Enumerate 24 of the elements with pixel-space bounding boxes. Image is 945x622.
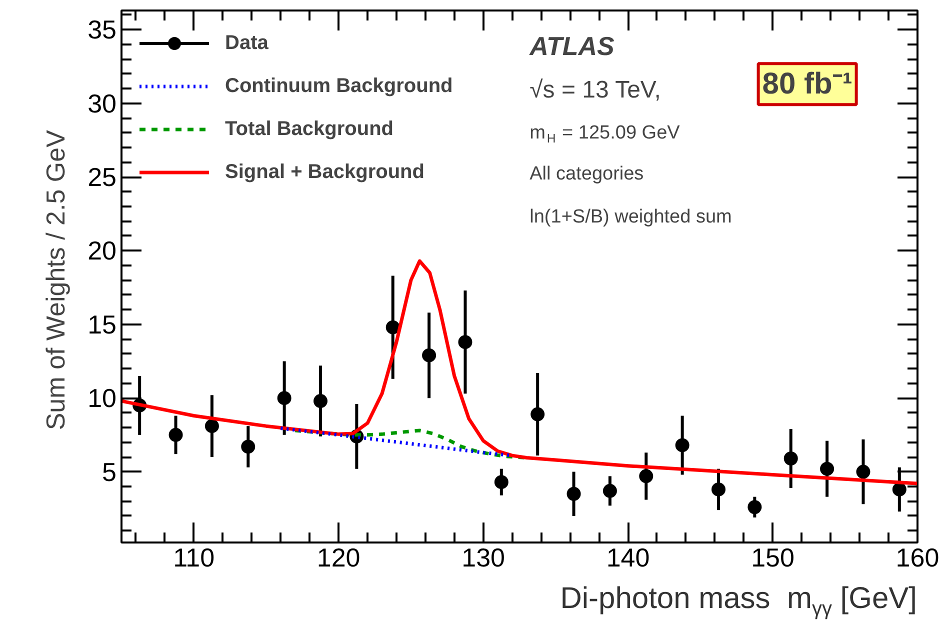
y-tick-label: 30 [88, 88, 116, 118]
x-tick-label: 150 [751, 542, 794, 572]
x-tick-label: 140 [606, 542, 650, 572]
annotation: 80 fb⁻¹ [762, 68, 852, 101]
y-tick-label: 35 [88, 14, 116, 45]
y-tick-label: 25 [88, 162, 116, 192]
legend-label: Data [225, 32, 268, 54]
legend-label: Continuum Background [225, 74, 453, 98]
y-tick-label: 5 [102, 456, 117, 487]
x-tick-label: 130 [462, 542, 506, 572]
legend-label: Total Background [225, 118, 394, 140]
x-tick-label: 120 [316, 542, 360, 572]
annotation: ATLAS [528, 30, 616, 61]
y-axis-title: Sum of Weights / 2.5 GeV [40, 129, 71, 430]
legend-label: Signal + Background [225, 160, 424, 184]
x-axis-title: Di-photon mass m$_{γγ}$ [GeV] [560, 582, 917, 622]
x-tick-label: 110 [173, 542, 215, 572]
annotation: √s = 13 TeV, [530, 76, 661, 104]
y-tick-label: 10 [88, 383, 116, 414]
y-tick-label: 15 [88, 309, 116, 340]
x-tick-label: 160 [896, 542, 940, 572]
annotation: All categories [530, 164, 644, 185]
annotation: ln(1+S/B) weighted sum [530, 206, 732, 228]
y-tick-label: 20 [88, 236, 116, 266]
